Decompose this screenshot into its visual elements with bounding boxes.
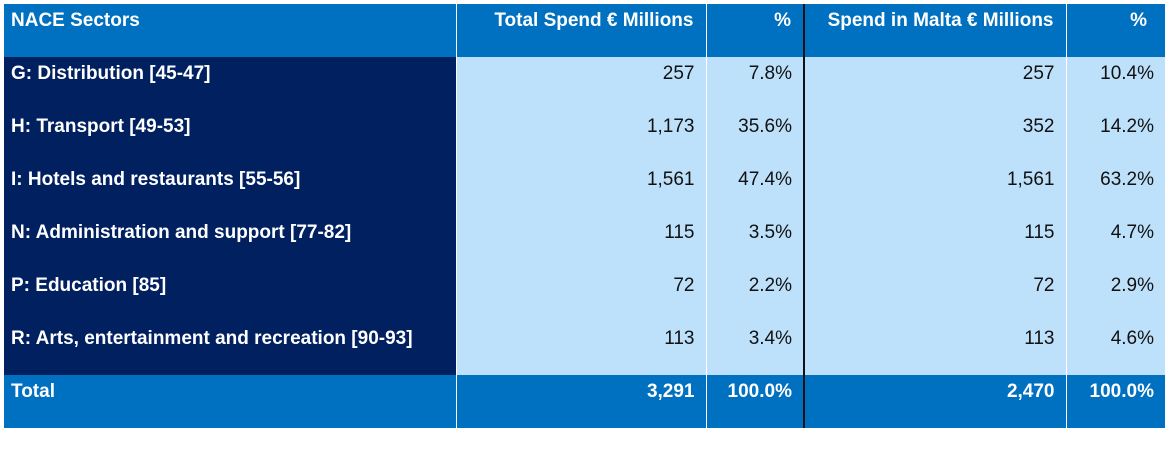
total-pct-cell: 7.8% bbox=[706, 57, 805, 110]
total-pct-cell: 47.4% bbox=[706, 163, 805, 216]
total-spend-cell: 1,561 bbox=[456, 163, 707, 216]
total-row: Total 3,291 100.0% 2,470 100.0% bbox=[4, 375, 1165, 428]
table-row: H: Transport [49-53] 1,173 35.6% 352 14.… bbox=[4, 110, 1165, 163]
header-total-spend: Total Spend € Millions bbox=[456, 4, 707, 57]
total-spend-cell: 1,173 bbox=[456, 110, 707, 163]
sector-label: I: Hotels and restaurants [55-56] bbox=[4, 163, 457, 216]
sector-label: G: Distribution [45-47] bbox=[4, 57, 457, 110]
table-row: R: Arts, entertainment and recreation [9… bbox=[4, 322, 1165, 375]
table-row: G: Distribution [45-47] 257 7.8% 257 10.… bbox=[4, 57, 1165, 110]
malta-spend-cell: 352 bbox=[804, 110, 1067, 163]
table-row: P: Education [85] 72 2.2% 72 2.9% bbox=[4, 269, 1165, 322]
malta-pct-sum: 100.0% bbox=[1066, 375, 1165, 428]
malta-spend-cell: 113 bbox=[804, 322, 1067, 375]
malta-pct-cell: 4.7% bbox=[1066, 216, 1165, 269]
malta-spend-cell: 257 bbox=[804, 57, 1067, 110]
sector-label: H: Transport [49-53] bbox=[4, 110, 457, 163]
nace-sector-spend-table: NACE Sectors Total Spend € Millions % Sp… bbox=[4, 4, 1165, 428]
table-row: N: Administration and support [77-82] 11… bbox=[4, 216, 1165, 269]
total-pct-cell: 3.5% bbox=[706, 216, 805, 269]
total-spend-cell: 257 bbox=[456, 57, 707, 110]
total-spend-sum: 3,291 bbox=[456, 375, 707, 428]
header-malta-spend: Spend in Malta € Millions bbox=[804, 4, 1067, 57]
total-pct-cell: 3.4% bbox=[706, 322, 805, 375]
header-nace-sectors: NACE Sectors bbox=[4, 4, 457, 57]
malta-pct-cell: 10.4% bbox=[1066, 57, 1165, 110]
total-spend-cell: 115 bbox=[456, 216, 707, 269]
header-total-pct: % bbox=[706, 4, 805, 57]
malta-spend-sum: 2,470 bbox=[804, 375, 1067, 428]
sector-label: R: Arts, entertainment and recreation [9… bbox=[4, 322, 457, 375]
sector-label: P: Education [85] bbox=[4, 269, 457, 322]
malta-pct-cell: 63.2% bbox=[1066, 163, 1165, 216]
total-label: Total bbox=[4, 375, 457, 428]
malta-spend-cell: 1,561 bbox=[804, 163, 1067, 216]
total-pct-sum: 100.0% bbox=[706, 375, 805, 428]
malta-pct-cell: 4.6% bbox=[1066, 322, 1165, 375]
total-pct-cell: 35.6% bbox=[706, 110, 805, 163]
table-row: I: Hotels and restaurants [55-56] 1,561 … bbox=[4, 163, 1165, 216]
malta-spend-cell: 115 bbox=[804, 216, 1067, 269]
sector-label: N: Administration and support [77-82] bbox=[4, 216, 457, 269]
total-pct-cell: 2.2% bbox=[706, 269, 805, 322]
header-row: NACE Sectors Total Spend € Millions % Sp… bbox=[4, 4, 1165, 57]
total-spend-cell: 113 bbox=[456, 322, 707, 375]
malta-pct-cell: 2.9% bbox=[1066, 269, 1165, 322]
malta-spend-cell: 72 bbox=[804, 269, 1067, 322]
total-spend-cell: 72 bbox=[456, 269, 707, 322]
header-malta-pct: % bbox=[1066, 4, 1165, 57]
malta-pct-cell: 14.2% bbox=[1066, 110, 1165, 163]
